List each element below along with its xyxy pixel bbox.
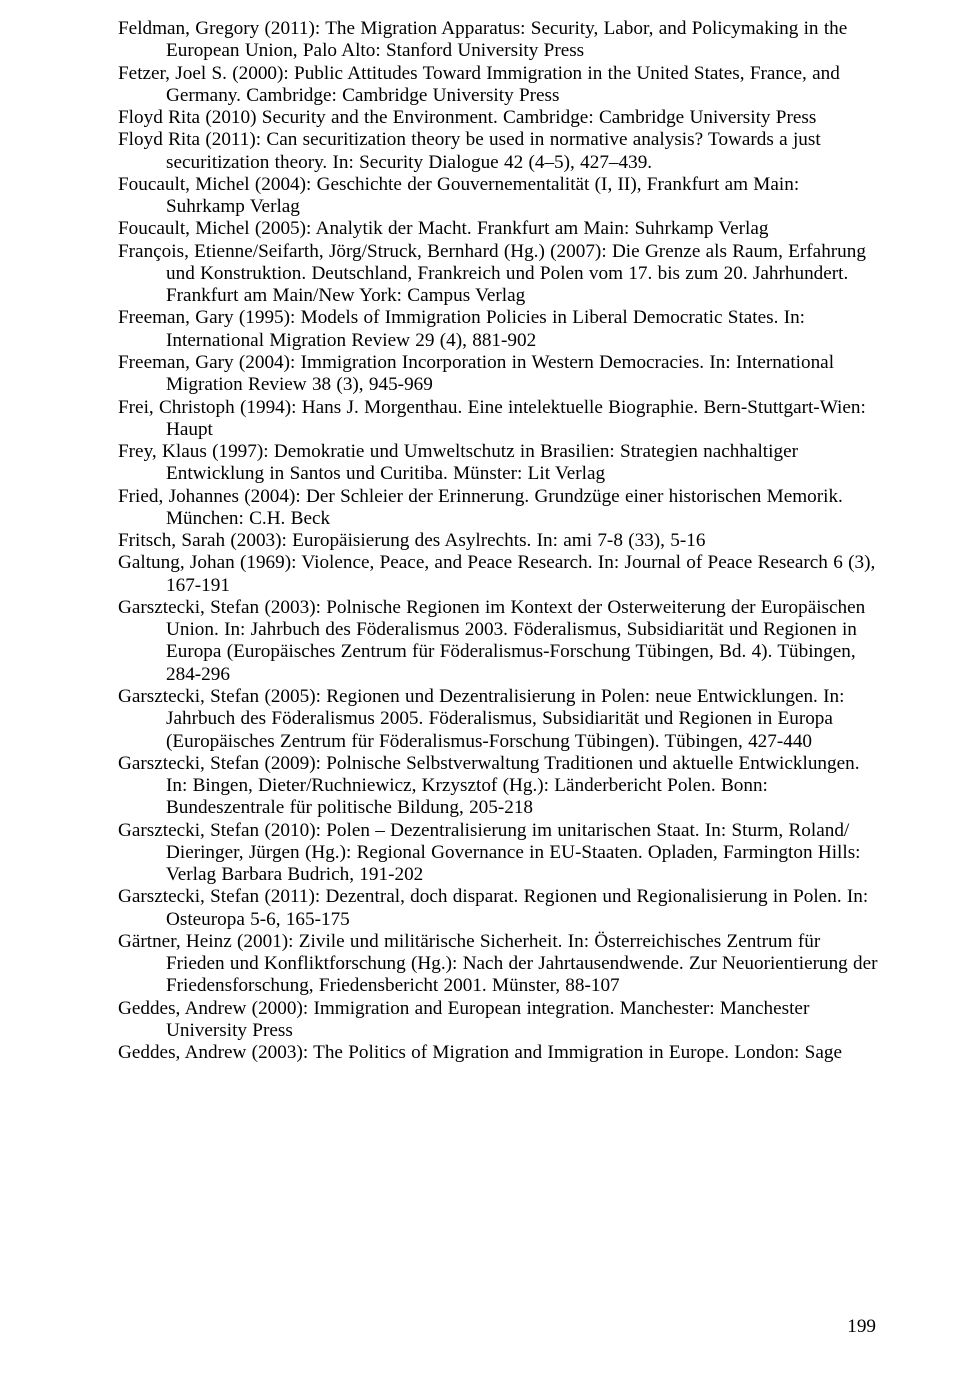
reference-entry: Garsztecki, Stefan (2005): Regionen und … (118, 686, 880, 753)
reference-entry: Fritsch, Sarah (2003): Europäisierung de… (118, 530, 880, 552)
reference-entry: Fried, Johannes (2004): Der Schleier der… (118, 486, 880, 531)
page-number: 199 (847, 1316, 876, 1338)
reference-entry: Frei, Christoph (1994): Hans J. Morgenth… (118, 397, 880, 442)
reference-entry: Garsztecki, Stefan (2011): Dezentral, do… (118, 886, 880, 931)
reference-entry: Fetzer, Joel S. (2000): Public Attitudes… (118, 63, 880, 108)
reference-entry: François, Etienne/Seifarth, Jörg/Struck,… (118, 241, 880, 308)
reference-entry: Frey, Klaus (1997): Demokratie und Umwel… (118, 441, 880, 486)
reference-entry: Garsztecki, Stefan (2009): Polnische Sel… (118, 753, 880, 820)
bibliography-page: Feldman, Gregory (2011): The Migration A… (0, 0, 960, 1384)
reference-entry: Galtung, Johan (1969): Violence, Peace, … (118, 552, 880, 597)
reference-entry: Garsztecki, Stefan (2010): Polen – Dezen… (118, 820, 880, 887)
reference-entry: Foucault, Michel (2004): Geschichte der … (118, 174, 880, 219)
reference-entry: Geddes, Andrew (2003): The Politics of M… (118, 1042, 880, 1064)
reference-entry: Geddes, Andrew (2000): Immigration and E… (118, 998, 880, 1043)
reference-list: Feldman, Gregory (2011): The Migration A… (118, 18, 880, 1064)
reference-entry: Foucault, Michel (2005): Analytik der Ma… (118, 218, 880, 240)
reference-entry: Feldman, Gregory (2011): The Migration A… (118, 18, 880, 63)
reference-entry: Freeman, Gary (2004): Immigration Incorp… (118, 352, 880, 397)
reference-entry: Floyd Rita (2011): Can securitization th… (118, 129, 880, 174)
reference-entry: Gärtner, Heinz (2001): Zivile und militä… (118, 931, 880, 998)
reference-entry: Freeman, Gary (1995): Models of Immigrat… (118, 307, 880, 352)
reference-entry: Garsztecki, Stefan (2003): Polnische Reg… (118, 597, 880, 686)
reference-entry: Floyd Rita (2010) Security and the Envir… (118, 107, 880, 129)
